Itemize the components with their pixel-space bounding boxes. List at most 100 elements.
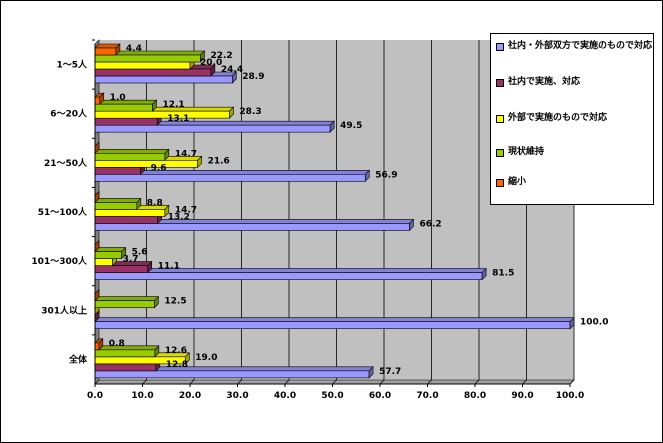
gridline-floor [427,379,432,385]
bar-front [94,300,155,309]
bar-end [121,246,126,260]
gridline-floor [284,379,290,385]
bar-end [98,338,104,351]
bar-end [210,64,216,77]
category-label: 21～50人 [44,157,88,169]
bar-front [94,223,410,231]
legend-item: 社内・外部双方で実施のもので対応 [496,40,653,52]
data-label: 13.2 [168,212,190,222]
data-label: 5.6 [132,248,148,258]
legend: 社内・外部双方で実施のもので対応 社内で実施、対応外部で実施のもので対応現状維持縮… [490,33,654,205]
category-label: 301人以上 [41,304,87,316]
data-label: 81.5 [492,269,514,279]
bar-front [94,272,483,280]
legend-item: 社内で実施、対応 [496,76,653,88]
x-tick-label: 60.0 [369,391,391,401]
bar-front [94,61,191,70]
axes [92,39,571,387]
legend-label: 社内で実施、対応 [508,77,581,87]
bar-top [94,198,142,203]
category-label: 全体 [68,353,88,365]
legend-item: 外部で実施のもので対応 [496,112,653,124]
legend-swatch [496,43,504,51]
x-tick-label: 70.0 [416,391,438,401]
bar [94,43,121,56]
bar-front [94,209,166,217]
bar-front [94,216,159,224]
legend-swatch [496,79,504,87]
gridline-floor [522,379,527,385]
data-label: 21.6 [208,156,230,166]
data-label: 49.5 [340,121,362,131]
bar-top [94,268,487,273]
bar [94,148,170,162]
data-label: 56.9 [375,170,397,180]
bar-end [364,169,370,183]
bar-front [94,349,156,358]
category-label: 101～300人 [31,255,88,267]
bar [94,345,160,358]
x-tick-label: 40.0 [274,391,296,401]
bar-end [200,50,205,63]
bar-end [147,260,153,274]
bar-front [94,173,366,182]
data-label: 13.1 [167,114,189,124]
data-label: 19.0 [195,353,217,363]
data-label: 24.4 [221,65,243,75]
bar-end [329,120,335,133]
bar-front [94,75,233,84]
bar-front [94,321,571,330]
x-tick-labels: 0.0 10.0 20.0 30.0 40.0 50.0 60.0 70.0 80.0 90.0 1… [87,391,584,401]
bar [94,197,142,211]
bar-end [152,99,157,112]
bar-front [94,103,153,112]
data-label: 3.7 [123,255,139,265]
bar-end [184,352,190,365]
bar-top [94,345,160,351]
legend-label: 外部で実施のもので対応 [508,113,608,123]
bar [94,295,160,309]
bar-front [94,124,331,133]
bar-front [94,68,212,77]
x-tick-label: 90.0 [511,391,533,401]
bar-end [481,267,487,281]
bar-top [94,247,127,252]
data-label: 9.6 [151,163,167,173]
bar-front [94,265,149,273]
x-tick-label: 0.0 [87,391,103,401]
data-label: 12.5 [164,297,186,307]
bar-end [229,106,234,119]
x-tick-label: 30.0 [226,391,248,401]
legend-item: 現状維持 [496,146,653,158]
bar-front [94,363,157,372]
bar-end [231,71,237,84]
data-label: 11.1 [158,262,180,272]
gridline-floor [332,379,337,385]
legend-label: 社内・外部双方で実施のもので対応 [508,41,653,51]
bar-end [99,92,105,105]
bar-front [94,370,370,379]
data-label: 66.2 [419,219,441,229]
data-labels: 28.924.420.022.2 4.4 49.5 13.1 28.3 12.1 1.0 56… [109,44,609,377]
gridline-floor [142,379,147,385]
bar-end [164,148,170,162]
legend-item: 縮小 [496,176,653,188]
bar-front [94,96,101,105]
data-label: 20.0 [200,58,222,68]
data-label: 57.7 [379,367,401,377]
bar-front [94,110,230,119]
bar-front [94,159,198,168]
data-label: 14.7 [175,149,197,159]
gridline-floor [237,379,242,385]
gridline-floor [569,379,575,385]
bar-front [94,117,158,126]
data-label: 8.8 [147,198,163,208]
category-label: 1～5人 [56,59,88,71]
bar-top [94,317,575,323]
bar-top [94,296,160,302]
data-label: 12.1 [162,100,184,110]
bar-end [197,155,202,169]
data-label: 28.9 [242,72,264,82]
